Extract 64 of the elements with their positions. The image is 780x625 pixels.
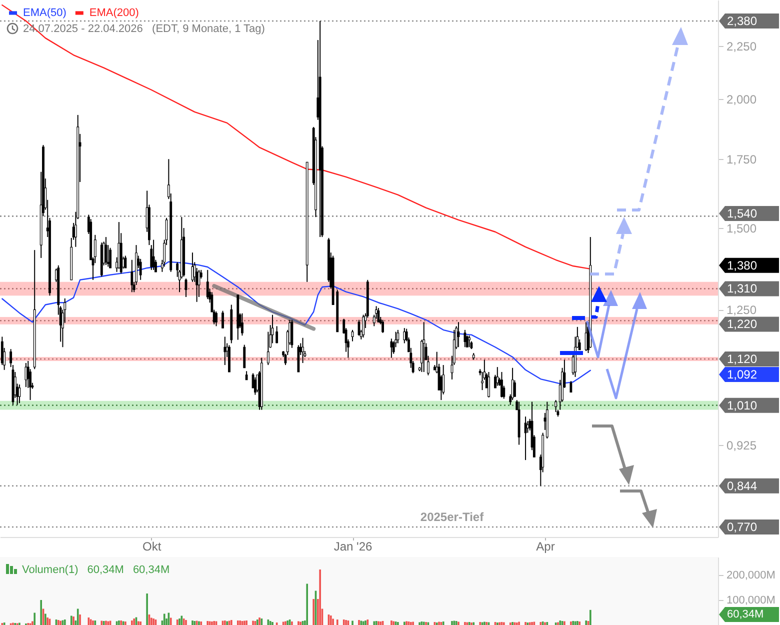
- candlestick: [241, 312, 244, 336]
- annotation: 2025er-Tief: [420, 510, 485, 524]
- y-tick-label: 1,250: [726, 303, 757, 318]
- candlestick: [362, 314, 365, 338]
- candlestick: [224, 336, 226, 366]
- candlestick: [276, 326, 278, 344]
- candlestick: [215, 311, 218, 327]
- candlestick: [139, 258, 142, 280]
- candlestick: [464, 329, 466, 348]
- candlestick: [403, 328, 406, 344]
- ref-line-label: 1,310: [727, 282, 758, 296]
- annotation: 60,34M: [87, 564, 124, 576]
- candlestick: [290, 319, 294, 348]
- x-tick-label: Okt: [142, 540, 162, 554]
- y-tick-label: 1,092: [727, 367, 758, 382]
- candlestick: [222, 310, 224, 329]
- candlestick: [104, 236, 108, 266]
- candlestick: [243, 344, 246, 368]
- candlestick: [18, 384, 21, 404]
- candlestick: [0, 336, 4, 366]
- legend-label: Volumen(1): [22, 564, 78, 576]
- y-tick-label: 1,750: [726, 152, 757, 166]
- ref-line-label: 2,380: [727, 14, 758, 28]
- legend-label: EMA(50): [23, 7, 66, 19]
- candlestick: [570, 380, 572, 393]
- ref-line-label: 1,540: [727, 206, 758, 220]
- annotation: 60,34M: [132, 564, 170, 576]
- candlestick: [390, 338, 393, 358]
- candlestick: [468, 335, 471, 348]
- ref-line-label: 1,120: [727, 352, 758, 366]
- candlestick: [514, 380, 516, 398]
- candlestick: [396, 329, 400, 344]
- legend-label: EMA(200): [89, 7, 139, 19]
- candlestick: [524, 416, 527, 461]
- candlestick: [191, 252, 194, 282]
- candlestick: [457, 322, 460, 348]
- y-tick-label: 60,34M: [727, 608, 764, 620]
- y-tick-label: 1,380: [727, 258, 758, 272]
- line-series: [2, 4, 592, 270]
- candlestick: [488, 371, 490, 398]
- ref-line-label: 0,770: [727, 520, 758, 534]
- candlestick: [496, 366, 499, 386]
- y-tick-label: 100,000M: [726, 594, 776, 606]
- y-tick-label: 2,000: [726, 92, 757, 106]
- candlestick: [377, 307, 380, 323]
- candlestick: [422, 322, 426, 372]
- candlestick: [152, 239, 155, 270]
- y-tick-label: 200,000M: [726, 570, 776, 582]
- candlestick: [109, 247, 112, 268]
- candlestick: [302, 337, 304, 364]
- y-tick-label: 1,500: [726, 221, 757, 236]
- y-tick-label: 0,925: [726, 438, 757, 452]
- ref-line-label: 1,010: [727, 398, 758, 412]
- ref-line-label: 1,220: [727, 317, 758, 332]
- ref-line-label: 0,844: [727, 478, 758, 493]
- candlestick: [554, 400, 558, 413]
- candlestick: [500, 371, 503, 398]
- x-tick-label: Apr: [536, 540, 555, 554]
- y-tick-label: 2,250: [726, 40, 757, 54]
- candlestick: [130, 259, 134, 293]
- candlestick: [382, 319, 384, 334]
- candlestick: [206, 269, 209, 300]
- candlestick: [24, 362, 28, 388]
- x-tick-label: Jan '26: [334, 540, 372, 554]
